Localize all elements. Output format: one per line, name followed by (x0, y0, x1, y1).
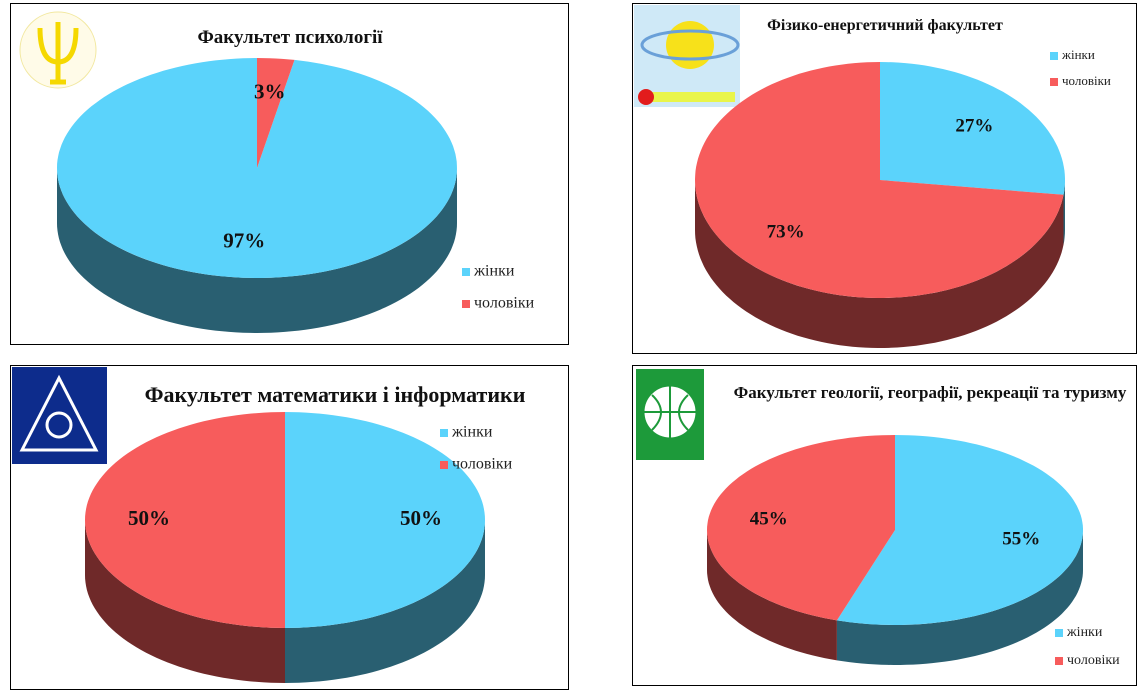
slice (880, 62, 1065, 195)
legend-label: жінки (1066, 625, 1103, 640)
legend-label: чоловіки (452, 456, 513, 473)
legend-swatch (462, 268, 470, 276)
chart-title: Факультет математики і інформатики (144, 382, 526, 407)
legend-label: чоловіки (1067, 653, 1120, 668)
slice (85, 412, 285, 628)
physics-logo (634, 5, 740, 107)
data-label: 45% (750, 508, 788, 529)
slice-side (695, 180, 1064, 348)
legend-label: жінки (1061, 47, 1095, 62)
geo-logo (636, 369, 704, 460)
legend-swatch (440, 461, 448, 469)
legend-label: жінки (451, 424, 493, 441)
legend-swatch (462, 300, 470, 308)
legend-swatch (1055, 657, 1063, 665)
legend-swatch (1050, 52, 1058, 60)
data-label: 97% (223, 228, 265, 252)
slice (695, 62, 1064, 298)
legend-swatch (1050, 78, 1058, 86)
slice (257, 58, 295, 168)
legend-swatch (440, 429, 448, 437)
data-label: 3% (254, 79, 286, 103)
data-label: 27% (955, 115, 993, 136)
legend-label: чоловіки (474, 295, 535, 312)
slice (707, 435, 895, 621)
data-label: 73% (767, 221, 805, 242)
chart-title: Фізико-енергетичний факультет (767, 17, 1003, 34)
chart-title: Факультет психології (197, 27, 383, 48)
data-label: 50% (128, 506, 170, 530)
slice-side (836, 530, 1083, 665)
legend-swatch (1055, 629, 1063, 637)
slice-side (85, 520, 285, 683)
slice-side (1063, 180, 1065, 245)
slice-side (57, 168, 457, 333)
slice (836, 435, 1083, 625)
slice-side (707, 530, 837, 661)
data-label: 50% (400, 506, 442, 530)
chart-title: Факультет геології, географії, рекреації… (733, 383, 1127, 402)
legend-label: чоловіки (1062, 73, 1111, 88)
data-label: 55% (1002, 528, 1040, 549)
math-logo (12, 367, 107, 464)
slice (285, 412, 485, 628)
psi-logo (19, 11, 97, 89)
slice-side (285, 520, 485, 683)
legend-label: жінки (473, 263, 515, 280)
